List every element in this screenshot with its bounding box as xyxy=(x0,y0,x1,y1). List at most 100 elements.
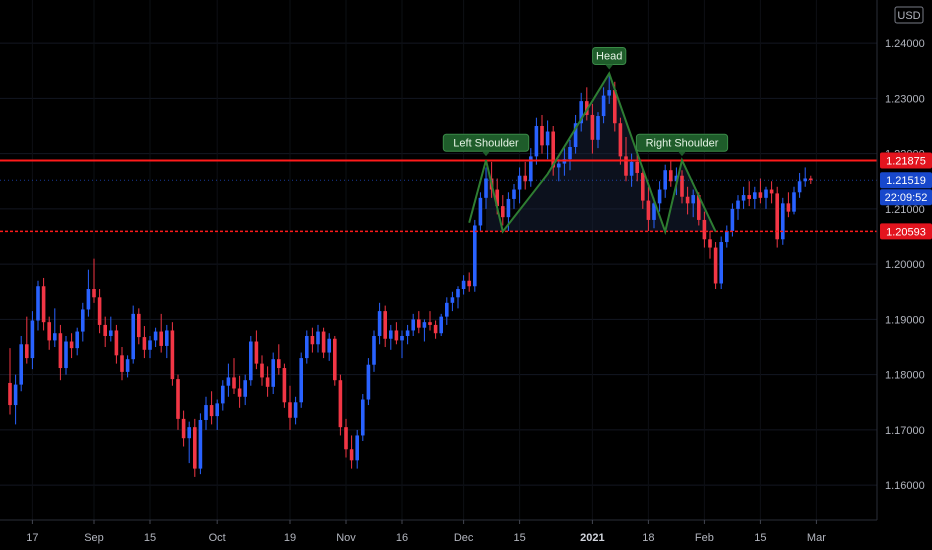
candle xyxy=(657,181,662,212)
levels-layer xyxy=(0,159,877,233)
candle-body xyxy=(517,175,522,190)
candle-body xyxy=(265,377,270,387)
candle-body xyxy=(641,172,645,201)
currency-button[interactable]: USD xyxy=(894,6,924,24)
candle-body xyxy=(557,163,561,168)
candle xyxy=(596,112,600,149)
candle-body xyxy=(512,189,516,199)
candle-body xyxy=(680,175,684,197)
candle-body xyxy=(282,368,287,403)
candle xyxy=(293,396,298,425)
candle-body xyxy=(428,322,432,325)
candle-body xyxy=(19,344,23,385)
candle xyxy=(165,324,169,359)
candle xyxy=(534,117,539,165)
candle xyxy=(310,327,315,353)
pattern-label[interactable]: Head xyxy=(592,46,627,70)
candle-body xyxy=(618,123,623,157)
candle xyxy=(417,311,421,334)
candle-body xyxy=(736,200,740,209)
candle xyxy=(708,230,712,259)
candle-body xyxy=(75,331,79,349)
candle xyxy=(422,319,427,342)
candle-body xyxy=(400,335,404,341)
candle-body xyxy=(652,203,656,220)
candle xyxy=(282,363,287,408)
candle-body xyxy=(181,418,186,439)
candle xyxy=(400,330,404,359)
candle-body xyxy=(529,156,533,182)
last-price-tag-box xyxy=(880,172,932,189)
candle xyxy=(590,103,595,154)
candle xyxy=(92,258,96,303)
candle xyxy=(366,358,371,406)
x-tick-label: 18 xyxy=(642,532,654,544)
candle xyxy=(361,394,365,441)
level-price-tag-box xyxy=(880,223,932,240)
candle-body xyxy=(64,341,68,369)
candle xyxy=(585,87,589,121)
candle-body xyxy=(467,280,471,287)
y-tick-label: 1.21000 xyxy=(885,204,925,216)
pattern-label-text: Left Shoulder xyxy=(453,137,519,149)
candle-body xyxy=(232,377,236,389)
pattern-zigzag[interactable] xyxy=(468,71,717,236)
candle xyxy=(176,374,180,430)
price-axis[interactable]: 1.16000 1.17000 1.18000 1.19000 1.20000 1.210… xyxy=(885,38,925,492)
candle-body xyxy=(495,189,499,207)
candle-body xyxy=(579,101,583,124)
candle-body xyxy=(198,419,203,469)
pattern-label[interactable]: Left Shoulder xyxy=(442,133,530,157)
candle xyxy=(47,316,51,350)
last-price-tag: 1.21519 xyxy=(880,172,932,189)
candle xyxy=(131,305,135,364)
candle-body xyxy=(433,324,438,334)
candle xyxy=(517,167,522,204)
time-axis[interactable]: 17 Sep 15 Oct 19 Nov 16 Dec 15 2021 18 Feb 15 Mar xyxy=(26,520,826,544)
candle-body xyxy=(165,330,169,346)
candle xyxy=(764,186,768,209)
candle-body xyxy=(361,399,365,436)
candle xyxy=(271,352,275,395)
candle-body xyxy=(97,297,102,325)
pattern-label[interactable]: Right Shoulder xyxy=(635,133,729,157)
candle-body xyxy=(58,333,63,369)
candle xyxy=(736,195,740,220)
candle xyxy=(97,289,102,334)
pattern-label-text: Head xyxy=(596,50,622,62)
candle-body xyxy=(702,219,707,240)
candle xyxy=(719,236,723,290)
candle-body xyxy=(120,355,124,372)
candle-body xyxy=(484,178,488,198)
candle-body xyxy=(753,192,757,199)
x-tick-label: Sep xyxy=(84,532,104,544)
candle-body xyxy=(534,125,539,157)
candle-body xyxy=(501,206,505,218)
candle-body xyxy=(781,203,785,240)
currency-button-label[interactable]: USD xyxy=(897,10,920,22)
candle xyxy=(529,148,533,187)
candle xyxy=(786,192,791,218)
candle xyxy=(792,186,796,215)
candle-body xyxy=(803,178,807,182)
candle xyxy=(204,396,208,430)
candle xyxy=(25,316,29,364)
candle-body xyxy=(372,335,376,365)
candle-body xyxy=(540,125,544,146)
candle xyxy=(691,189,695,218)
candle xyxy=(243,374,247,406)
candle xyxy=(86,269,91,317)
candle xyxy=(389,324,393,350)
candle xyxy=(725,225,729,248)
candle-body xyxy=(411,319,415,331)
candle xyxy=(170,322,175,386)
candle-body xyxy=(249,341,253,381)
candle-body xyxy=(506,198,511,218)
candle xyxy=(254,330,259,370)
candle xyxy=(669,160,673,187)
currency-button-frame[interactable] xyxy=(894,6,924,24)
candle-body xyxy=(456,289,460,298)
bar-countdown-tag-box xyxy=(880,189,932,206)
candle-body xyxy=(271,359,275,387)
